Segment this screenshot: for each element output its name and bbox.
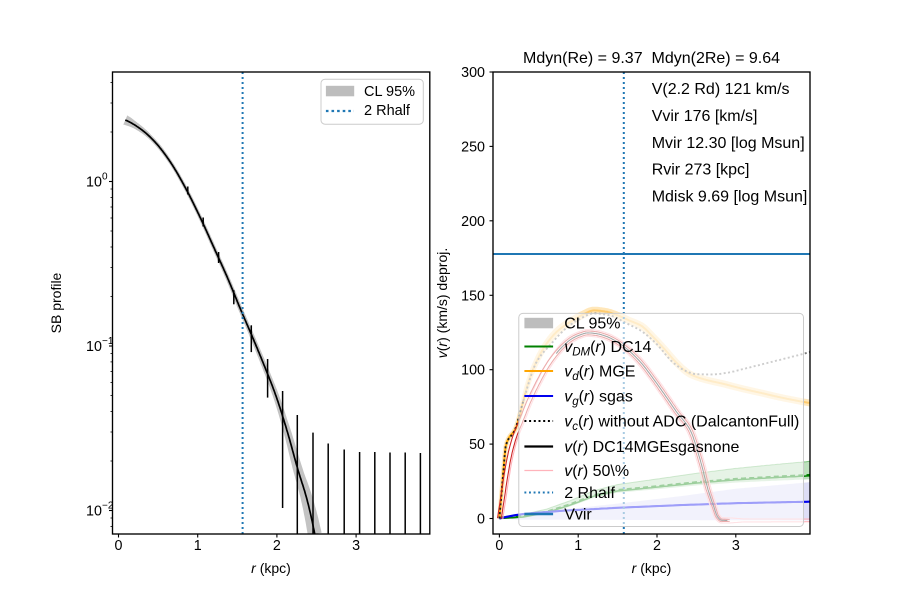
svg-text:3: 3 xyxy=(732,538,740,554)
svg-text:r (kpc): r (kpc) xyxy=(251,560,291,576)
svg-text:−2: −2 xyxy=(102,501,114,512)
svg-text:Vvir: Vvir xyxy=(564,507,592,524)
svg-text:vc​(r) without ADC (DalcantonF: vc​(r) without ADC (DalcantonFull) xyxy=(564,414,799,434)
svg-text:10: 10 xyxy=(86,175,102,191)
svg-text:Vvir 176 [km/s]: Vvir 176 [km/s] xyxy=(652,108,758,125)
svg-text:10: 10 xyxy=(86,339,102,355)
svg-text:10: 10 xyxy=(86,504,102,520)
svg-text:0: 0 xyxy=(495,538,503,554)
svg-text:v(r) 50\%: v(r) 50\% xyxy=(564,463,629,480)
svg-text:Rvir 273 [kpc]: Rvir 273 [kpc] xyxy=(652,162,750,179)
svg-text:2: 2 xyxy=(653,538,661,554)
svg-text:0: 0 xyxy=(102,172,108,183)
svg-text:−1: −1 xyxy=(102,336,114,347)
svg-text:r (kpc): r (kpc) xyxy=(632,560,672,576)
svg-text:vDM​(r) DC14: vDM​(r) DC14 xyxy=(564,339,651,359)
svg-text:250: 250 xyxy=(461,139,485,155)
svg-text:v(r) DC14MGEsgasnone: v(r) DC14MGEsgasnone xyxy=(564,439,739,456)
svg-text:2 Rhalf: 2 Rhalf xyxy=(564,485,615,502)
svg-text:50: 50 xyxy=(469,437,485,453)
svg-text:0: 0 xyxy=(115,538,123,554)
svg-text:vd​(r) MGE: vd​(r) MGE xyxy=(564,364,635,384)
svg-text:Mdyn(Re) = 9.37 Mdyn(2Re) = 9: Mdyn(Re) = 9.37 Mdyn(2Re) = 9.64 xyxy=(523,50,780,67)
svg-text:SB profile: SB profile xyxy=(48,272,64,333)
svg-text:CL 95%: CL 95% xyxy=(564,316,620,333)
svg-text:0: 0 xyxy=(477,512,485,528)
svg-text:200: 200 xyxy=(461,214,485,230)
svg-text:v(r) (km/s) deproj.: v(r) (km/s) deproj. xyxy=(434,248,450,358)
svg-text:150: 150 xyxy=(461,288,485,304)
svg-text:1: 1 xyxy=(574,538,582,554)
svg-text:V(2.2 Rd) 121 km/s: V(2.2 Rd) 121 km/s xyxy=(652,81,790,98)
svg-text:CL 95%: CL 95% xyxy=(364,84,415,100)
svg-text:100: 100 xyxy=(461,363,485,379)
svg-text:2 Rhalf: 2 Rhalf xyxy=(364,103,411,119)
svg-text:1: 1 xyxy=(194,538,202,554)
svg-text:Mvir 12.30 [log Msun]: Mvir 12.30 [log Msun] xyxy=(652,135,805,152)
svg-text:vg​(r) sgas: vg​(r) sgas xyxy=(564,389,633,409)
svg-text:2: 2 xyxy=(273,538,281,554)
svg-text:3: 3 xyxy=(352,538,360,554)
svg-text:300: 300 xyxy=(461,65,485,81)
svg-text:Mdisk 9.69 [log Msun]: Mdisk 9.69 [log Msun] xyxy=(652,189,808,206)
